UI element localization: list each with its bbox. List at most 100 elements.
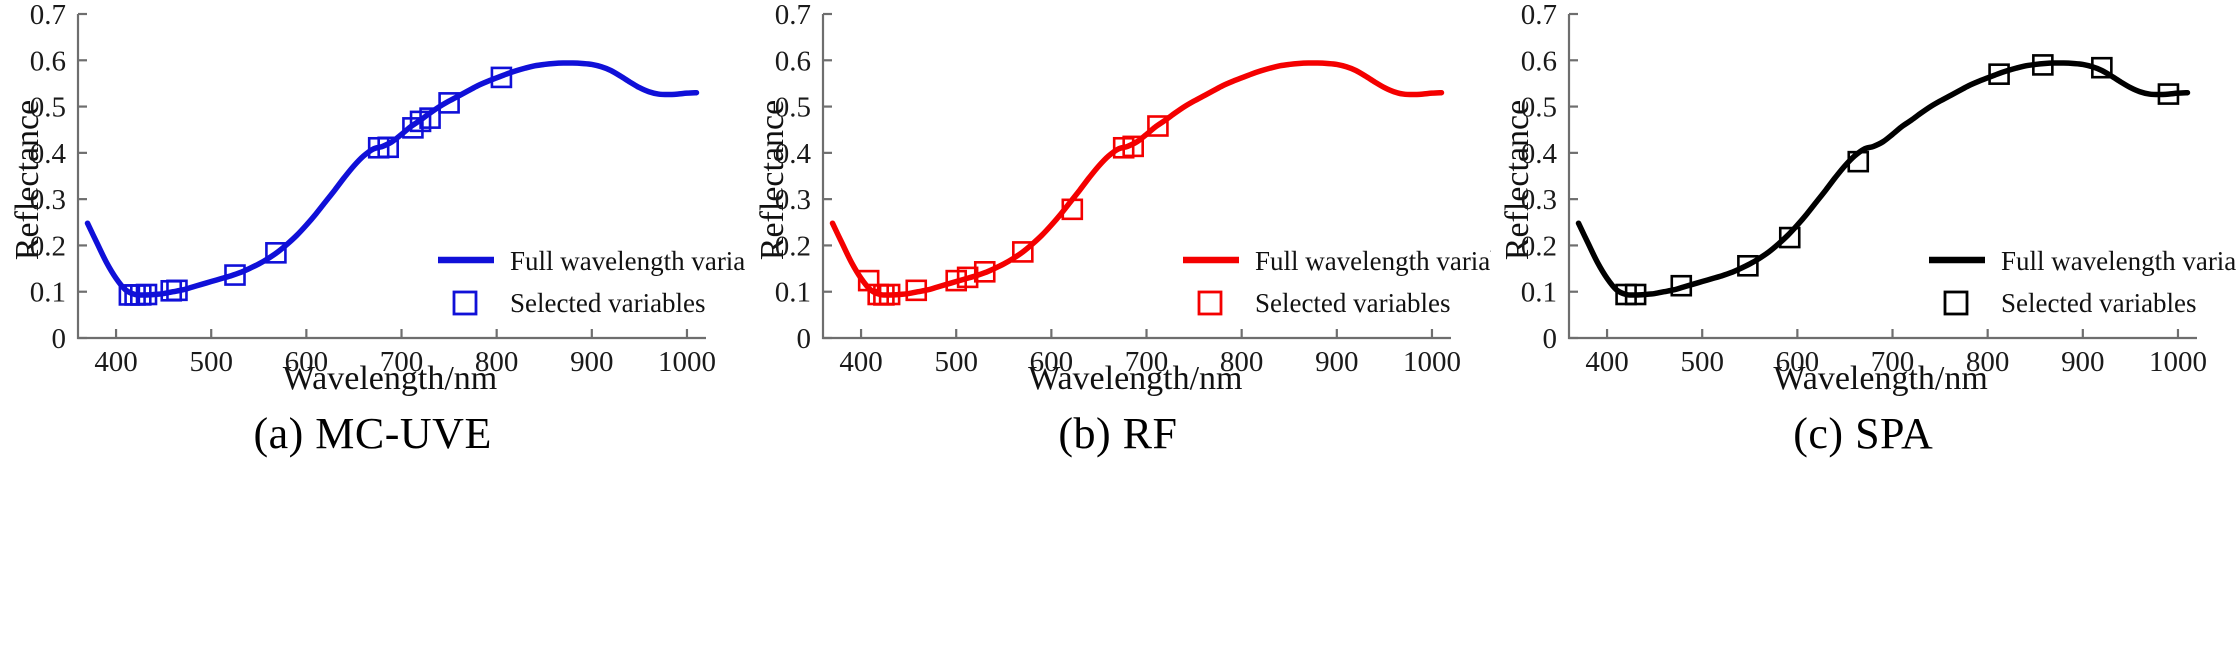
y-tick-label: 0.6 bbox=[775, 45, 811, 77]
selected-variable-marker bbox=[1122, 135, 1145, 158]
series-full-wavelength-line bbox=[1575, 60, 2190, 298]
selected-variable-marker bbox=[419, 107, 441, 129]
selected-variable-marker bbox=[166, 279, 188, 302]
selected-variable-marker bbox=[905, 279, 928, 302]
x-tick-label: 400 bbox=[1585, 346, 1628, 378]
selected-variable-marker bbox=[2090, 56, 2113, 79]
x-tick-label: 900 bbox=[1315, 346, 1358, 378]
selected-variable-marker bbox=[135, 283, 158, 306]
y-tick-label: 0.1 bbox=[775, 277, 811, 309]
chart-panel-1: Reflectance Wavelength/nm (a) MC-UVE 0 0.1 0.… bbox=[0, 0, 745, 652]
x-axis-label: Wavelength/nm bbox=[1028, 360, 1243, 397]
y-tick-label: 0.3 bbox=[30, 184, 66, 216]
x-tick-label: 800 bbox=[1220, 346, 1263, 378]
y-tick-label: 0.7 bbox=[30, 0, 66, 31]
legend-label-selected: Selected variables bbox=[2001, 288, 2197, 318]
x-tick-label: 700 bbox=[1125, 346, 1168, 378]
y-tick-label: 0.6 bbox=[1520, 45, 1556, 77]
x-tick-label: 500 bbox=[1680, 346, 1723, 378]
x-tick-label: 1000 bbox=[2149, 346, 2207, 378]
selected-variable-marker bbox=[1736, 254, 1759, 277]
panel-caption: (b) RF bbox=[1058, 409, 1178, 458]
series-selected-markers bbox=[858, 115, 1170, 306]
legend-label-full: Full wavelength variables bbox=[2001, 246, 2236, 276]
selected-variable-marker bbox=[879, 283, 901, 306]
x-tick-label: 600 bbox=[285, 346, 328, 378]
x-tick-label: 400 bbox=[94, 346, 137, 378]
y-tick-label: 0.4 bbox=[30, 138, 67, 170]
selected-variable-marker bbox=[1147, 115, 1170, 137]
series-selected-markers bbox=[118, 66, 513, 306]
y-tick-label: 0 bbox=[797, 323, 812, 355]
selected-variable-marker bbox=[1847, 150, 1869, 173]
selected-variable-marker bbox=[1670, 274, 1692, 297]
legend-label-full: Full wavelength variables bbox=[1255, 246, 1490, 276]
x-tick-label: 500 bbox=[189, 346, 232, 378]
selected-variable-marker bbox=[377, 136, 399, 159]
series-selected-markers bbox=[1614, 54, 2179, 306]
y-tick-label: 0.3 bbox=[1520, 184, 1556, 216]
plot-area: 0 0.1 0.2 0.3 0.4 0.5 0.6 0.7 400 500 600 700 800 900… bbox=[775, 0, 1491, 378]
legend: Full wavelength variables Selected variab… bbox=[1928, 246, 2236, 318]
selected-variable-marker bbox=[438, 92, 460, 114]
y-tick-label: 0.1 bbox=[30, 277, 66, 309]
selected-variable-marker bbox=[1012, 241, 1034, 263]
x-axis-label: Wavelength/nm bbox=[1773, 360, 1988, 397]
y-tick-label: 0.3 bbox=[775, 184, 811, 216]
selected-variable-marker bbox=[1624, 283, 1647, 306]
y-tick-label: 0.7 bbox=[775, 0, 811, 31]
panel-caption: (c) SPA bbox=[1793, 409, 1934, 458]
selected-variable-marker bbox=[2031, 54, 2054, 76]
y-tick-label: 0.1 bbox=[1520, 277, 1556, 309]
x-tick-label: 800 bbox=[1966, 346, 2009, 378]
y-tick-label: 0.4 bbox=[775, 138, 812, 170]
selected-variable-marker bbox=[1987, 63, 2010, 85]
series-full-wavelength-line bbox=[830, 60, 1445, 298]
x-tick-label: 900 bbox=[570, 346, 613, 378]
selected-variable-marker bbox=[224, 264, 246, 286]
legend-label-selected: Selected variables bbox=[1255, 288, 1451, 318]
x-tick-label: 700 bbox=[1870, 346, 1913, 378]
selected-variable-marker bbox=[265, 242, 287, 264]
series-full-wavelength-line bbox=[84, 60, 700, 298]
y-tick-label: 0.2 bbox=[1520, 230, 1556, 262]
y-tick-label: 0.4 bbox=[1520, 138, 1557, 170]
y-tick-label: 0.5 bbox=[1520, 92, 1556, 124]
selected-variable-marker bbox=[957, 266, 979, 289]
x-tick-label: 700 bbox=[380, 346, 423, 378]
y-tick-label: 0.7 bbox=[1520, 0, 1556, 31]
legend-label-selected: Selected variables bbox=[510, 288, 706, 318]
x-tick-label: 400 bbox=[840, 346, 883, 378]
legend: Full wavelength variables Selected variab… bbox=[437, 246, 745, 318]
x-tick-label: 800 bbox=[475, 346, 518, 378]
x-tick-label: 600 bbox=[1775, 346, 1818, 378]
x-axis-label: Wavelength/nm bbox=[282, 360, 498, 397]
x-tick-label: 500 bbox=[935, 346, 978, 378]
x-tick-label: 900 bbox=[2061, 346, 2104, 378]
plot-area: 0 0.1 0.2 0.3 0.4 0.5 0.6 0.7 400 500 600 700 800 900… bbox=[1520, 0, 2236, 378]
y-tick-label: 0.5 bbox=[30, 92, 66, 124]
selected-variable-marker bbox=[974, 261, 996, 283]
selected-variable-marker bbox=[945, 269, 968, 292]
y-tick-label: 0.5 bbox=[775, 92, 811, 124]
legend-label-full: Full wavelength variables bbox=[510, 246, 745, 276]
panel-caption: (a) MC-UVE bbox=[253, 409, 492, 458]
chart-panel-3: Reflectance Wavelength/nm (c) SPA 0 0.1 0.2 0.… bbox=[1491, 0, 2236, 652]
y-tick-label: 0 bbox=[51, 323, 66, 355]
selected-variable-marker bbox=[1061, 198, 1084, 221]
selected-variable-marker bbox=[490, 66, 513, 89]
y-tick-label: 0.2 bbox=[30, 230, 66, 262]
x-tick-label: 600 bbox=[1030, 346, 1073, 378]
plot-area: 0 0.1 0.2 0.3 0.4 0.5 0.6 0.7 400 500 600 700 800 900… bbox=[30, 0, 746, 378]
legend-square-swatch bbox=[1197, 290, 1223, 316]
chart-panel-2: Reflectance Wavelength/nm (b) RF 0 0.1 0.2 0.3… bbox=[745, 0, 1490, 652]
legend: Full wavelength variables Selected variab… bbox=[1183, 246, 1491, 318]
legend-square-swatch bbox=[452, 290, 478, 316]
y-tick-label: 0.6 bbox=[30, 45, 66, 77]
y-tick-label: 0 bbox=[1542, 323, 1557, 355]
selected-variable-marker bbox=[1778, 226, 1801, 249]
x-tick-label: 1000 bbox=[658, 346, 716, 378]
selected-variable-marker bbox=[2157, 83, 2179, 105]
y-tick-label: 0.2 bbox=[775, 230, 811, 262]
